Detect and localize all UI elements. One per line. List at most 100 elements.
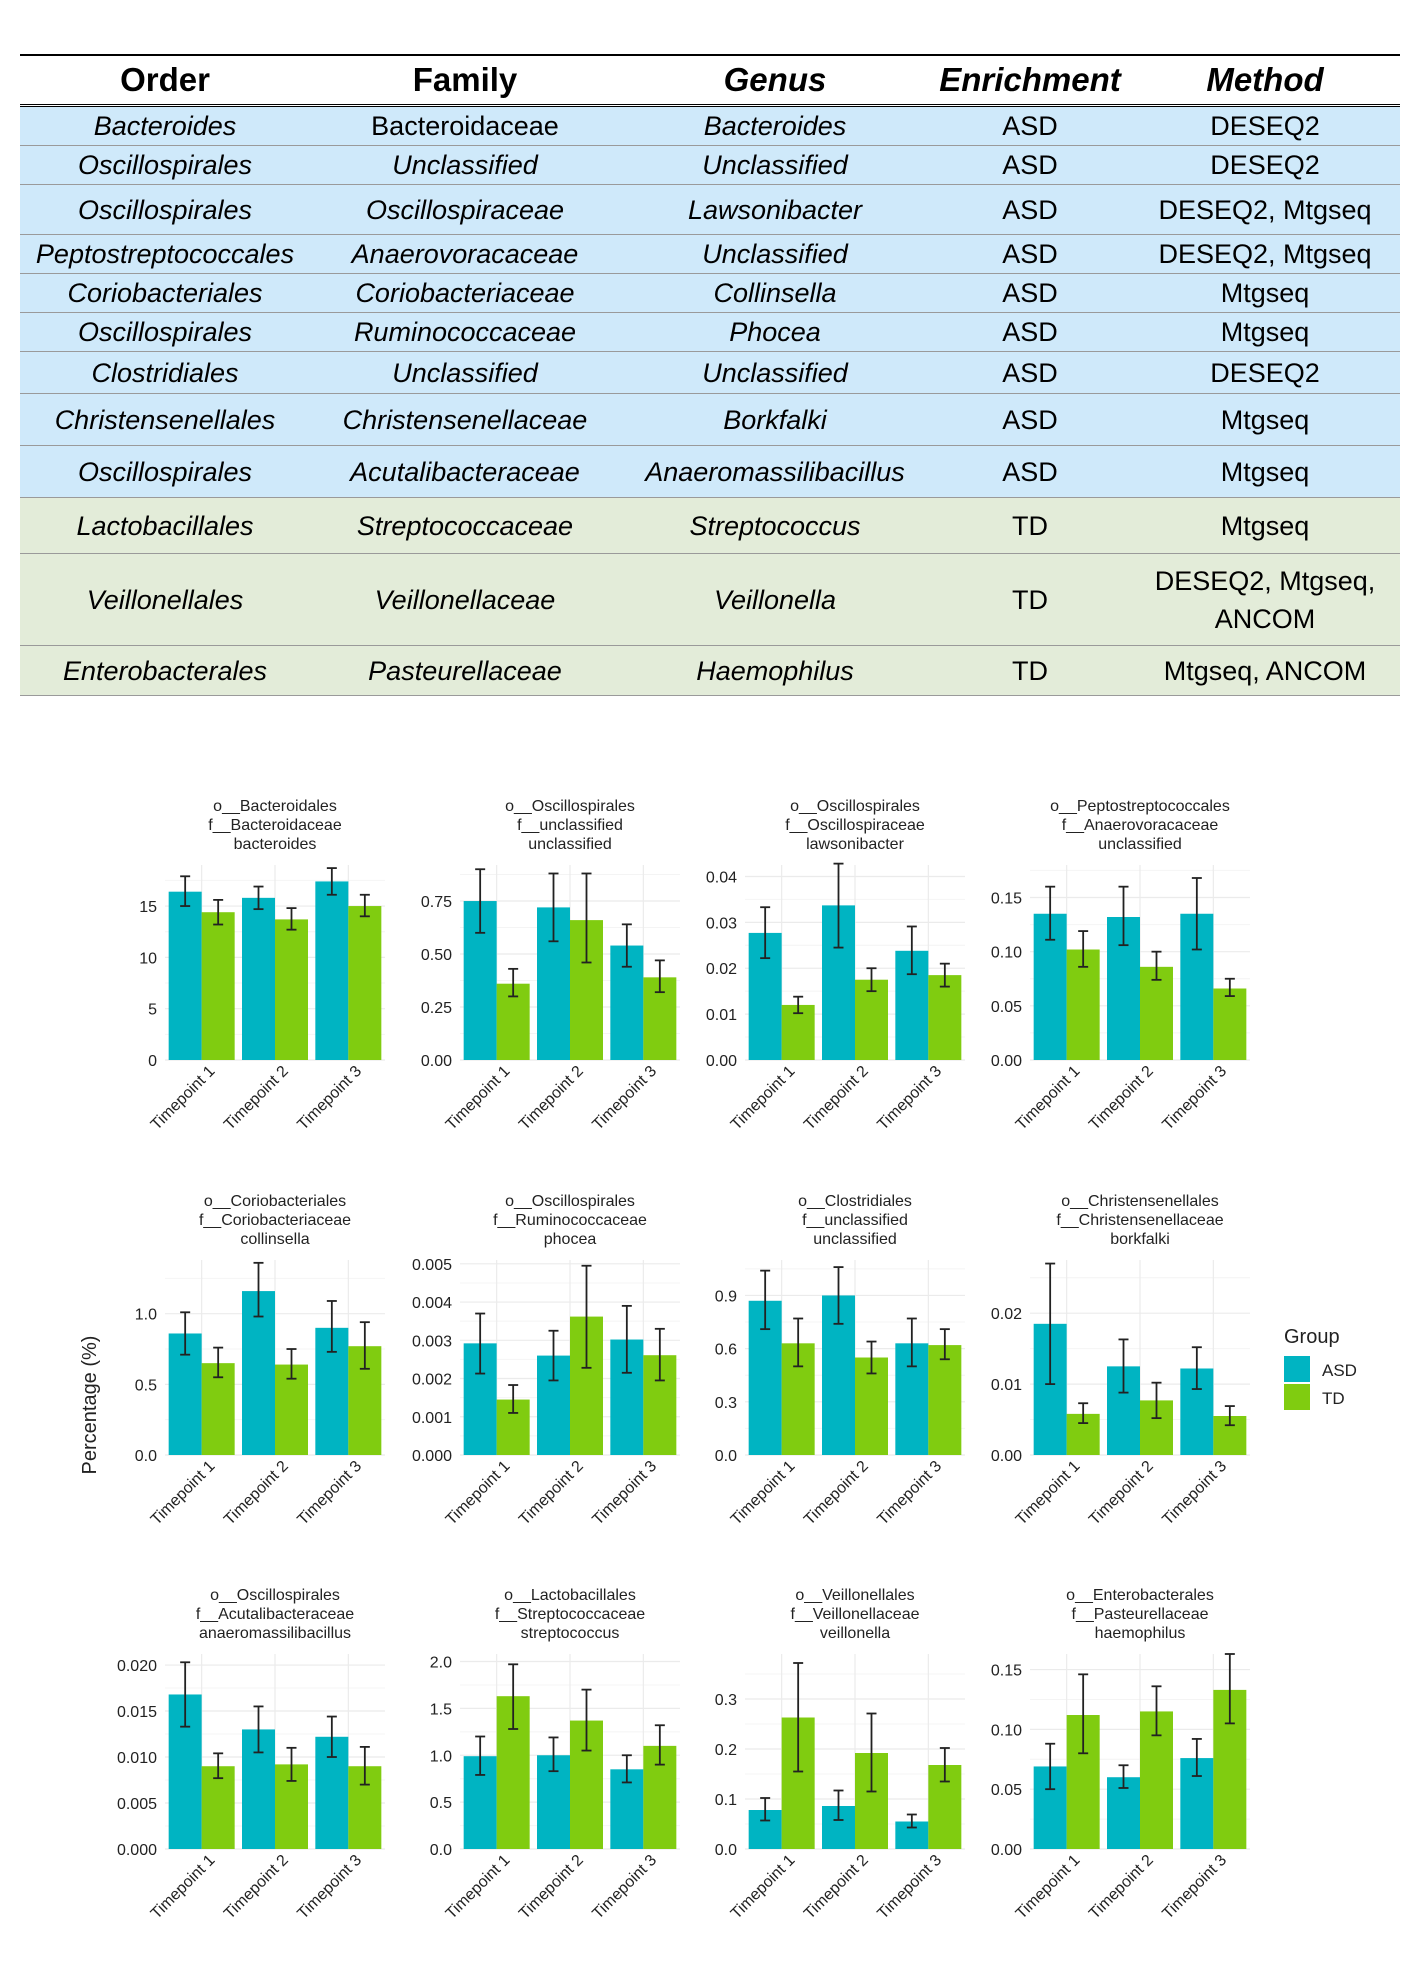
x-tick-label: Timepoint 1 [443,1063,514,1134]
cell-genus: Streptococcus [620,497,930,554]
chart-title-line: collinsella [240,1231,309,1248]
cell-enrichment: TD [930,645,1130,696]
y-tick-label: 15 [139,899,157,916]
y-tick-label: 0.05 [991,1782,1022,1799]
x-tick-label: Timepoint 2 [1086,1458,1157,1529]
cell-method: Mtgseq [1130,445,1400,498]
y-tick-label: 0.25 [421,1000,452,1017]
chart-title-line: lawsonibacter [806,836,905,853]
table-row: Lactobacillales Streptococcaceae Streptoco… [20,497,1400,554]
chart-title-line: unclassified [528,836,612,853]
cell-order: Oscillospirales [20,312,310,352]
table-header-row: Order Family Genus Enrichment Method [20,54,1400,107]
table-row: Oscillospirales Ruminococcaceae Phocea ASD M… [20,312,1400,352]
x-tick-label: Timepoint 3 [1159,1852,1230,1923]
y-tick-label: 0.003 [412,1333,452,1350]
cell-order: Veillonellales [20,553,310,646]
bar-td [201,1766,235,1849]
chart-panel: o__Oscillospirales f__Oscillospiraceaelaw… [706,798,965,1134]
cell-family: Oscillospiraceae [310,184,620,235]
cell-genus: Borkfalki [620,393,930,446]
chart-panel: o__Oscillospirales f__Ruminococcaceaephoc… [412,1193,680,1529]
chart-panel: o__Lactobacillales f__Streptococcaceaestr… [430,1587,680,1923]
bar-td [275,919,308,1060]
table-row: Oscillospirales Unclassified Unclassified A… [20,145,1400,185]
x-tick-label: Timepoint 2 [801,1063,872,1134]
chart-title-line: unclassified [813,1231,897,1248]
chart-title-line: o__Peptostreptococcales [1050,798,1230,815]
chart-panel: o__Veillonellales f__Veillonellaceaeveill… [715,1587,965,1923]
bar-asd [1107,1777,1140,1849]
table-row: Bacteroides Bacteroidaceae Bacteroides ASD D… [20,105,1400,146]
bar-td [201,912,235,1060]
y-tick-label: 0.03 [706,915,737,932]
y-tick-label: 0.05 [991,999,1022,1016]
y-tick-label: 0.02 [991,1306,1022,1323]
bar-td [781,1004,815,1060]
x-tick-label: Timepoint 3 [1159,1458,1230,1529]
x-tick-label: Timepoint 3 [294,1458,365,1529]
chart-title-line: o__Oscillospirales [505,798,635,815]
y-tick-label: 0.6 [715,1342,737,1359]
cell-method: Mtgseq [1130,273,1400,313]
bar-asd [315,881,349,1060]
y-tick-label: 0.01 [991,1377,1022,1394]
y-tick-label: 0.04 [706,869,737,886]
header-enrichment: Enrichment [930,54,1130,107]
chart-title-line: haemophilus [1095,1625,1186,1642]
cell-method: Mtgseq [1130,497,1400,554]
chart-title-line: f__Streptococcaceae [495,1606,645,1623]
y-tick-label: 0.02 [706,961,737,978]
chart-panel: o__Peptostreptococcales f__Anaerovoracace… [991,798,1250,1134]
legend: Group ASD TD [1284,1326,1357,1410]
table-row: Enterobacterales Pasteurellaceae Haemophil… [20,645,1400,696]
x-tick-label: Timepoint 1 [1013,1458,1084,1529]
x-tick-label: Timepoint 2 [221,1458,292,1529]
cell-enrichment: ASD [930,351,1130,394]
cell-genus: Veillonella [620,553,930,646]
x-tick-label: Timepoint 3 [294,1852,365,1923]
x-tick-label: Timepoint 1 [1013,1852,1084,1923]
cell-family: Veillonellaceae [310,553,620,646]
bar-td [1066,949,1100,1060]
cell-genus: Unclassified [620,351,930,394]
cell-order: Bacteroides [20,105,310,146]
cell-enrichment: ASD [930,234,1130,274]
chart-panel: o__Enterobacterales f__Pasteurellaceaehae… [991,1587,1250,1923]
chart-panel: o__Bacteroidales f__Bacteroidaceaebactero… [139,798,385,1134]
y-tick-label: 5 [148,1002,157,1019]
cell-order: Lactobacillales [20,497,310,554]
cell-genus: Phocea [620,312,930,352]
x-tick-label: Timepoint 2 [516,1063,587,1134]
y-tick-label: 0.2 [715,1742,737,1759]
cell-method: Mtgseq [1130,312,1400,352]
y-tick-label: 0.020 [117,1658,157,1675]
legend-label-td: TD [1322,1389,1345,1408]
y-tick-label: 0.000 [412,1448,452,1465]
x-tick-label: Timepoint 2 [1086,1063,1157,1134]
chart-title-line: f__Veillonellaceae [791,1606,920,1623]
cell-enrichment: ASD [930,184,1130,235]
x-tick-label: Timepoint 1 [728,1852,799,1923]
cell-family: Streptococcaceae [310,497,620,554]
chart-title-line: unclassified [1098,836,1182,853]
y-tick-label: 0.3 [715,1395,737,1412]
chart-title-line: o__Christensenellales [1061,1193,1218,1210]
header-genus: Genus [620,54,930,107]
y-tick-label: 0.5 [430,1795,452,1812]
y-tick-label: 0.015 [117,1704,157,1721]
chart-title-line: o__Veillonellales [795,1587,914,1604]
chart-title-line: o__Oscillospirales [505,1193,635,1210]
chart-title-line: f__unclassified [802,1212,908,1229]
x-tick-label: Timepoint 1 [443,1458,514,1529]
legend-swatch-td [1284,1384,1310,1410]
chart-title-line: borkfalki [1110,1231,1170,1248]
cell-family: Anaerovoracaceae [310,234,620,274]
x-tick-label: Timepoint 1 [148,1852,219,1923]
cell-enrichment: ASD [930,393,1130,446]
y-tick-label: 0.9 [715,1288,737,1305]
chart-title-line: veillonella [820,1625,890,1642]
x-tick-label: Timepoint 2 [221,1852,292,1923]
x-tick-label: Timepoint 2 [221,1063,292,1134]
cell-enrichment: ASD [930,105,1130,146]
